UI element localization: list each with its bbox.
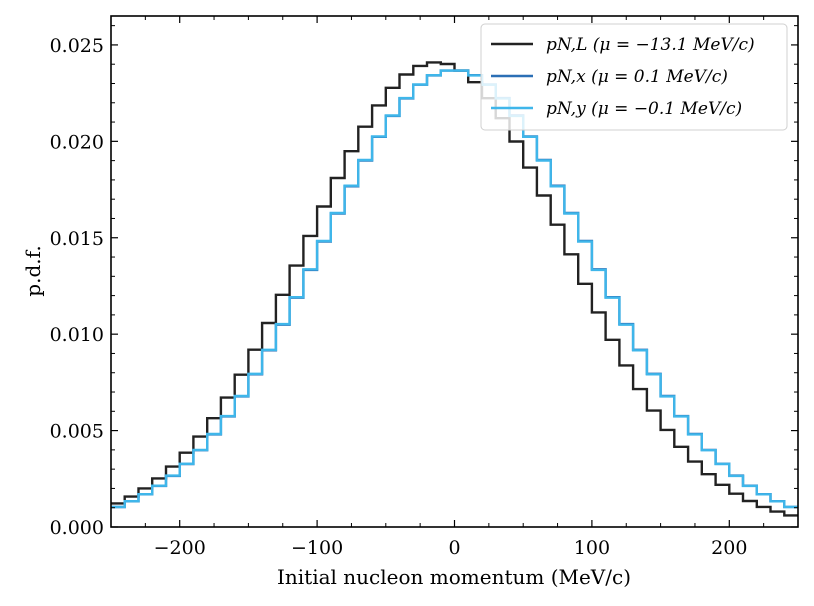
y-tick-label: 0.020: [50, 131, 104, 153]
x-tick-label: −200: [154, 537, 206, 559]
x-tick-label: 100: [574, 537, 610, 559]
x-axis-label: Initial nucleon momentum (MeV/c): [277, 565, 631, 589]
legend-label-0: pN,L (μ = −13.1 MeV/c): [546, 35, 755, 55]
series-layer: [111, 61, 798, 517]
legend: pN,L (μ = −13.1 MeV/c) pN,x (μ = 0.1 MeV…: [480, 23, 788, 131]
y-tick-label: 0.010: [50, 324, 104, 346]
legend-label-1: pN,x (μ = 0.1 MeV/c): [546, 67, 728, 87]
x-tick-label: 200: [711, 537, 747, 559]
series-line-0: [111, 61, 798, 517]
legend-label-2: pN,y (μ = −0.1 MeV/c): [546, 99, 742, 119]
y-axis-label: p.d.f.: [21, 245, 45, 296]
y-tick-label: 0.015: [50, 228, 104, 250]
legend-box: [480, 23, 788, 131]
x-tick-label: −100: [291, 537, 343, 559]
series-line-2: [111, 69, 798, 509]
ticks-layer: −200 −100 0 100 200 0.000 0.005 0.010 0.015 0.020…: [50, 16, 799, 559]
y-tick-label: 0.025: [50, 35, 104, 57]
x-tick-label: 0: [448, 537, 460, 559]
y-tick-label: 0.005: [50, 421, 104, 443]
y-tick-label: 0.000: [50, 517, 104, 539]
